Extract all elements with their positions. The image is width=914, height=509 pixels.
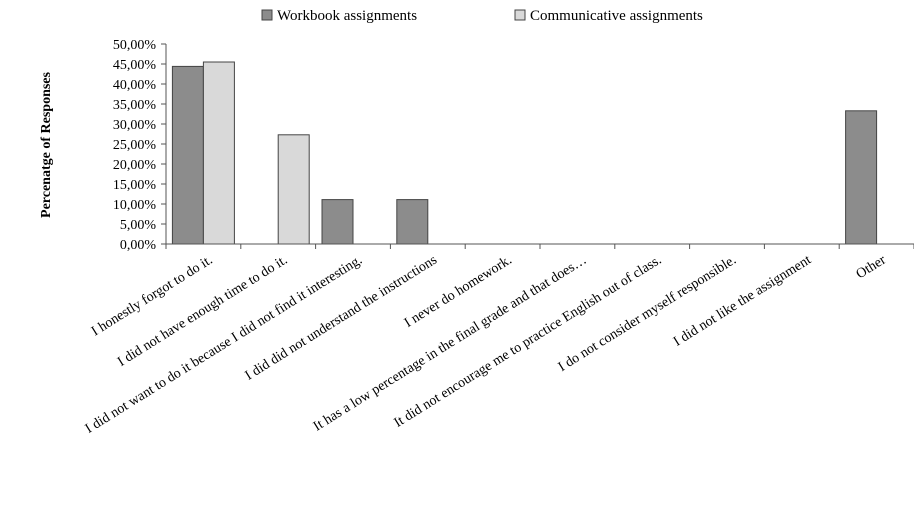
legend-swatch	[261, 9, 273, 21]
y-tick-label: 10,00%	[113, 198, 157, 213]
y-tick-label: 30,00%	[113, 118, 157, 133]
legend-swatch	[514, 9, 526, 21]
x-tick-label: I did not like the assignment	[671, 253, 814, 350]
y-tick-label: 5,00%	[120, 218, 157, 233]
y-axis-ticks: 0,00% 5,00% 10,00% 15,00% 20,00% 25,00% 30,00%…	[113, 38, 166, 253]
x-tick-label: It has a low percentage in the final gra…	[311, 253, 590, 435]
y-tick-label: 40,00%	[113, 78, 157, 93]
y-tick-label: 15,00%	[113, 178, 157, 193]
y-tick-label: 25,00%	[113, 138, 157, 153]
y-tick-label: 45,00%	[113, 58, 157, 73]
bar-workbook	[396, 199, 429, 245]
x-tick-label: Other	[854, 253, 889, 283]
bar-communicative	[277, 134, 310, 245]
x-axis-tick-labels: I honestly forgot to do it.I did not hav…	[83, 244, 914, 437]
bar-communicative	[202, 61, 235, 245]
y-axis-label: Percenatge of Responses	[39, 71, 54, 217]
legend-label: Workbook assignments	[277, 8, 417, 24]
y-tick-label: 20,00%	[113, 158, 157, 173]
x-tick-label: I did not want to do it because I did no…	[83, 253, 365, 437]
bar-workbook	[845, 110, 878, 245]
bar-workbook	[171, 65, 204, 245]
bars	[171, 61, 878, 245]
legend: Workbook assignments Communicative assign…	[261, 8, 703, 24]
legend-label: Communicative assignments	[530, 8, 703, 24]
y-tick-label: 35,00%	[113, 98, 157, 113]
x-tick-label: It did not encourage me to practice Engl…	[392, 253, 665, 431]
y-tick-label: 50,00%	[113, 38, 157, 53]
y-tick-label: 0,00%	[120, 238, 157, 253]
x-tick-label: I honestly forgot to do it.	[89, 253, 215, 340]
bar-workbook	[321, 199, 354, 245]
